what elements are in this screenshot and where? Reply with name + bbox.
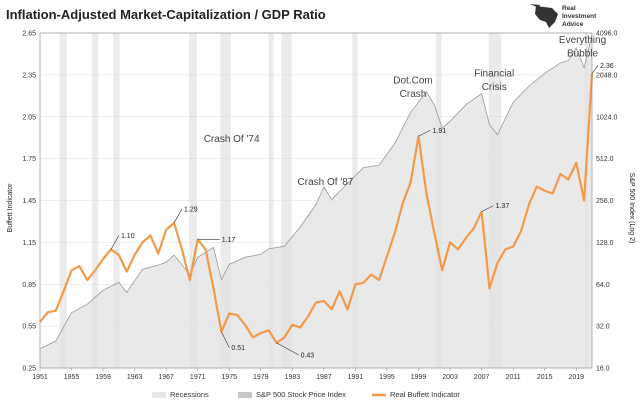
y-tick-right-0: 16.0 xyxy=(596,366,610,373)
data-label-7: 2.36 xyxy=(600,63,614,70)
annotation-0: Crash Of '74 xyxy=(204,134,260,145)
x-tick-4: 1967 xyxy=(158,374,174,381)
x-tick-2: 1959 xyxy=(95,374,111,381)
buffett-line xyxy=(39,73,594,344)
x-tick-13: 2003 xyxy=(442,374,458,381)
annotation-2: Dot.Com xyxy=(393,75,432,86)
annotations: Crash Of '74 Crash Of '87 Dot.Com Crash Fina… xyxy=(204,35,606,188)
x-tick-11: 1995 xyxy=(379,374,395,381)
data-label-4: 0.43 xyxy=(301,352,315,359)
x-tick-15: 2011 xyxy=(506,374,521,381)
y-tick-right-7: 2048.0 xyxy=(596,72,618,79)
y-axis-label-right: S&P 500 Index (Log 2) xyxy=(628,173,635,244)
y-tick-right-1: 32.0 xyxy=(596,324,610,331)
data-label-1: 1.29 xyxy=(184,206,198,213)
y-tick-right-2: 64.0 xyxy=(596,282,610,289)
annotation-3: Crash xyxy=(400,89,427,100)
data-label-6: 1.37 xyxy=(496,203,510,210)
data-label-leader-0 xyxy=(110,235,120,250)
logo-line-1: Real xyxy=(562,5,576,12)
logo: Real Investment Advice xyxy=(530,4,597,28)
y-tick-left-8: 2.65 xyxy=(22,31,36,38)
y-axis-label-left: Buffett Indicator xyxy=(7,183,14,233)
plot-frame xyxy=(39,32,593,369)
annotation-6: Everything xyxy=(559,35,606,46)
x-tick-9: 1987 xyxy=(316,374,332,381)
data-labels: 1.10 1.29 1.17 0.51 0.43 1.91 1.37 2.36 xyxy=(110,63,614,359)
x-tick-1: 1955 xyxy=(64,374,80,381)
data-label-2: 1.17 xyxy=(222,237,236,244)
sp500-line xyxy=(39,34,593,350)
y-tick-right-5: 512.0 xyxy=(596,156,614,163)
y-tick-right-3: 128.0 xyxy=(596,240,614,247)
sp500-area-series xyxy=(39,34,593,369)
data-label-leader-1 xyxy=(173,208,183,223)
y-tick-right-4: 256.0 xyxy=(596,198,614,205)
annotation-1: Crash Of '87 xyxy=(298,177,354,188)
legend-label-0: Recessions xyxy=(170,390,209,399)
y-tick-left-6: 2.05 xyxy=(22,114,36,121)
x-tick-7: 1979 xyxy=(253,374,269,381)
y-tick-left-0: 0.25 xyxy=(22,366,36,373)
y-tick-right-8: 4096.0 xyxy=(596,31,618,38)
annotation-4: Financial xyxy=(474,68,514,79)
legend-label-2: Real Buffett Indicator xyxy=(390,390,460,399)
x-tick-6: 1975 xyxy=(221,374,237,381)
bull-icon xyxy=(535,6,558,28)
logo-line-3: Advice xyxy=(562,21,584,28)
data-label-leader-4 xyxy=(276,342,299,356)
annotation-7: Bubble xyxy=(567,49,599,60)
x-tick-12: 1999 xyxy=(411,374,427,381)
x-tick-3: 1963 xyxy=(127,374,143,381)
data-label-5: 1.91 xyxy=(433,128,447,135)
legend-label-1: S&P 500 Stock Price Index xyxy=(256,390,346,399)
x-tick-10: 1991 xyxy=(348,374,364,381)
y-tick-left-2: 0.85 xyxy=(22,282,36,289)
data-label-3: 0.51 xyxy=(231,345,245,352)
y-tick-left-4: 1.45 xyxy=(22,198,36,205)
legend-swatch-1 xyxy=(238,392,252,398)
x-tick-8: 1983 xyxy=(285,374,301,381)
y-tick-left-5: 1.75 xyxy=(22,156,36,163)
legend: Recessions S&P 500 Stock Price Index Real … xyxy=(152,390,460,399)
y-tick-left-1: 0.55 xyxy=(22,324,36,331)
x-tick-5: 1971 xyxy=(190,374,206,381)
y-tick-left-3: 1.15 xyxy=(22,240,36,247)
x-tick-0: 1951 xyxy=(32,374,48,381)
y-tick-right-6: 1024.0 xyxy=(596,114,618,121)
data-label-leader-3 xyxy=(221,331,230,348)
x-tick-16: 2015 xyxy=(537,374,553,381)
legend-swatch-0 xyxy=(152,392,166,398)
data-label-leader-6 xyxy=(481,205,494,212)
y-tick-left-7: 2.35 xyxy=(22,72,36,79)
annotation-5: Crisis xyxy=(482,82,507,93)
bull-icon-horn xyxy=(530,4,540,8)
buffett-indicator-series xyxy=(39,73,594,344)
x-tick-17: 2019 xyxy=(568,374,584,381)
data-label-leader-7 xyxy=(591,65,599,74)
data-label-0: 1.10 xyxy=(121,233,135,240)
sp500-area xyxy=(40,34,592,369)
x-tick-14: 2007 xyxy=(474,374,490,381)
logo-line-2: Investment xyxy=(562,13,597,20)
chart-title: Inflation-Adjusted Market-Capitalization… xyxy=(6,7,326,22)
tick-labels: 0.25 0.55 0.85 1.15 1.45 1.75 2.05 2.35 2.65 16.0… xyxy=(22,31,617,382)
data-label-leader-5 xyxy=(418,130,431,137)
axes xyxy=(39,32,593,371)
